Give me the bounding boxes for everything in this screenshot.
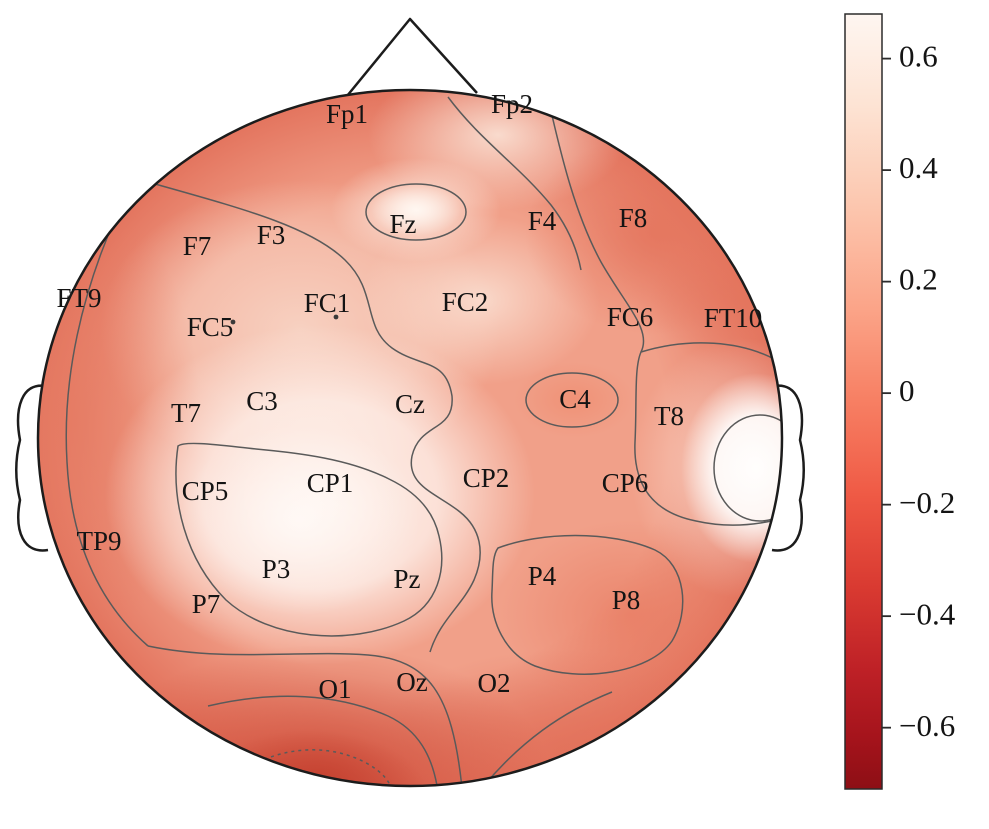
electrode-label-O2: O2 [478,668,511,698]
electrode-label-F3: F3 [257,220,286,250]
electrode-label-C3: C3 [246,386,278,416]
electrode-label-T7: T7 [171,398,201,428]
contour-lines [65,96,782,786]
electrode-label-Fp2: Fp2 [491,89,533,119]
sensor-dot [230,319,236,325]
nose-outline [346,17,478,97]
contour-line [147,181,481,653]
colorbar-tick-label: −0.2 [899,485,955,520]
contour-line [175,442,443,637]
electrode-label-P7: P7 [192,589,221,619]
electrode-label-O1: O1 [319,674,352,704]
electrode-label-FC6: FC6 [607,302,654,332]
contour-line [491,534,684,675]
electrode-label-CP2: CP2 [463,463,510,493]
colorbar-ticks: 0.6 0.4 0.2 0 −0.2 −0.4 −0.6 [882,39,956,743]
electrode-label-Fp1: Fp1 [326,99,368,129]
electrode-labels: Fp1 Fp2 F7 F3 Fz F4 F8 FT9 FC5 FC1 FC2 FC6 FT10 T7 C3 C… [56,89,762,704]
electrode-label-CP6: CP6 [602,468,649,498]
contour-line-dotted [257,749,394,786]
head-outline [36,88,784,788]
electrode-label-FC5: FC5 [187,312,234,342]
electrode-label-Cz: Cz [395,389,425,419]
sensor-dots [230,314,339,325]
electrode-label-P3: P3 [262,554,291,584]
contour-line [447,96,582,271]
electrode-label-Oz: Oz [396,667,427,697]
contour-line [525,372,619,428]
colorbar-tick-label: 0 [899,373,915,408]
electrode-label-F7: F7 [183,231,212,261]
electrode-label-FT10: FT10 [704,303,763,333]
electrode-label-F8: F8 [619,203,648,233]
electrode-label-CP1: CP1 [307,468,354,498]
colorbar-tick-label: −0.4 [899,596,956,631]
colorbar-tick-label: 0.6 [899,39,938,74]
electrode-label-P8: P8 [612,585,641,615]
contour-line [481,691,613,786]
contour-line [207,695,439,786]
sensor-dot [333,314,339,320]
contour-line [65,211,149,647]
colorbar: 0.6 0.4 0.2 0 −0.2 −0.4 −0.6 [844,13,956,790]
electrode-label-TP9: TP9 [76,526,121,556]
electrode-label-Fz: Fz [390,209,417,239]
electrode-label-C4: C4 [559,384,591,414]
colorbar-tick-label: 0.2 [899,262,938,297]
colorbar-gradient [844,13,883,790]
electrode-label-FC2: FC2 [442,287,489,317]
contour-line [365,183,467,241]
electrode-label-Pz: Pz [394,564,421,594]
scalp-field [38,90,782,786]
contour-line [634,342,782,526]
colorbar-tick-label: −0.6 [899,708,955,743]
contour-line [713,414,782,522]
contour-line [547,97,645,353]
contour-line [147,645,463,786]
colorbar-tick-label: 0.4 [899,150,938,185]
electrode-label-FC1: FC1 [304,288,351,318]
electrode-label-FT9: FT9 [56,283,101,313]
electrode-label-T8: T8 [654,401,684,431]
electrode-label-CP5: CP5 [182,476,229,506]
electrode-label-P4: P4 [528,561,557,591]
electrode-label-F4: F4 [528,206,557,236]
